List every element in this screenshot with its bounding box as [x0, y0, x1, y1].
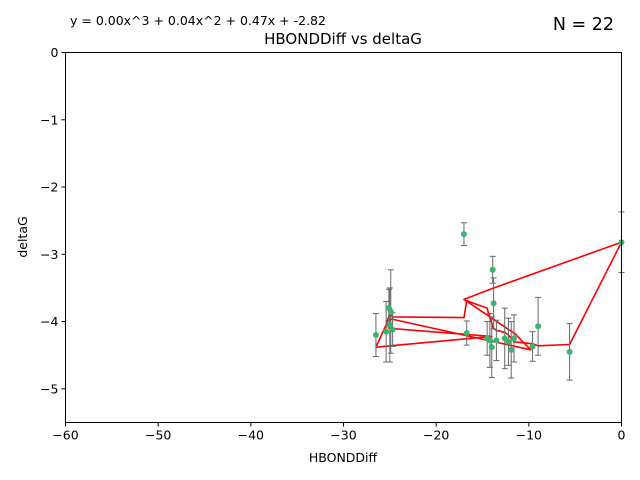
y-tick-label: −1: [40, 112, 58, 127]
data-point: [372, 332, 379, 339]
chart-title: HBONDDiff vs deltaG: [264, 30, 422, 48]
y-tick-label: −5: [40, 381, 58, 396]
data-point: [489, 266, 496, 273]
x-tick-label: −40: [238, 428, 264, 443]
data-point: [486, 337, 493, 344]
fit-equation: y = 0.00x^3 + 0.04x^2 + 0.47x + -2.82: [70, 13, 326, 28]
y-tick-label: 0: [51, 45, 59, 60]
data-point: [387, 308, 394, 315]
x-tick-label: −60: [52, 428, 78, 443]
data-point: [488, 344, 495, 351]
y-tick-label: −2: [40, 180, 58, 195]
data-point: [505, 338, 512, 345]
data-point: [566, 348, 573, 355]
x-tick-label: −10: [516, 428, 542, 443]
x-tick-label: −30: [330, 428, 356, 443]
x-axis-label: HBONDDiff: [309, 450, 378, 465]
data-point: [386, 321, 393, 328]
data-point: [535, 323, 542, 330]
axis-ticks: −60 −50 −40 −30 −20 −10 0 0 −1 −2 −3 −4 −5: [40, 45, 625, 443]
x-tick-label: 0: [618, 428, 626, 443]
sample-count: N = 22: [553, 15, 614, 35]
x-tick-label: −20: [423, 428, 449, 443]
y-tick-label: −4: [40, 314, 58, 329]
data-point: [389, 326, 396, 333]
data-point: [463, 330, 470, 337]
y-tick-label: −3: [40, 247, 58, 262]
data-point: [511, 335, 518, 342]
data-point: [529, 343, 536, 350]
y-axis-label: deltaG: [15, 216, 30, 257]
data-point: [490, 300, 497, 307]
fit-line: [375, 241, 623, 351]
error-bars: [372, 211, 625, 381]
plot-frame: [65, 52, 622, 423]
data-point: [508, 346, 515, 353]
fit-line-group: [375, 241, 623, 351]
data-point: [493, 337, 500, 344]
data-point: [383, 328, 390, 335]
data-points: [372, 231, 625, 355]
data-point: [460, 231, 467, 238]
x-tick-label: −50: [145, 428, 171, 443]
